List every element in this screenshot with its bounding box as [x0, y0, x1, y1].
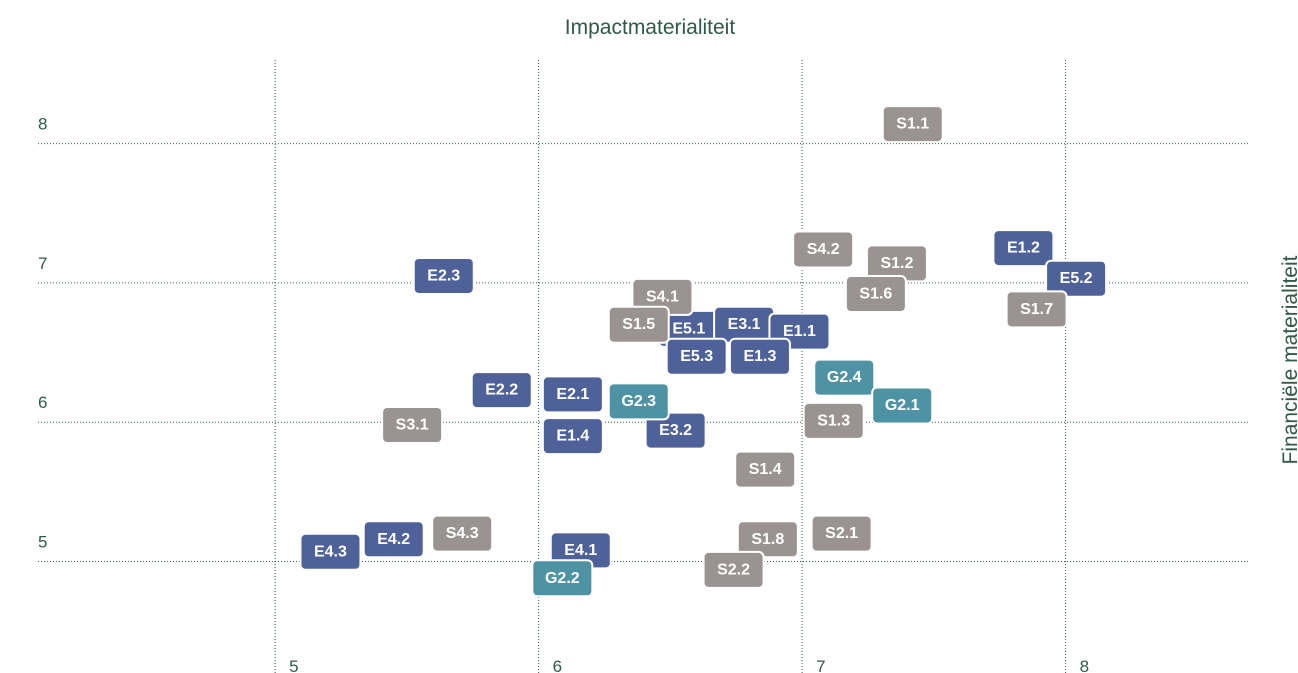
point-label: S4.3 [446, 525, 479, 542]
point-box [881, 105, 944, 144]
point-box [665, 337, 728, 376]
point-label: G2.4 [827, 369, 862, 386]
point-box [702, 550, 765, 589]
point-label: S2.1 [825, 525, 858, 542]
point-label: S1.8 [751, 531, 784, 548]
point: S1.4 [734, 450, 797, 489]
point-label: E5.2 [1060, 270, 1093, 287]
point-box [734, 450, 797, 489]
point-box [531, 559, 594, 598]
point-box [431, 514, 494, 553]
point: E2.1 [541, 375, 604, 414]
point: S1.5 [607, 305, 670, 344]
point-label: E2.3 [427, 267, 460, 284]
point: G2.1 [871, 386, 934, 425]
point: E1.2 [992, 229, 1055, 268]
point-label: S1.2 [880, 255, 913, 272]
x-tick-label: 5 [289, 657, 298, 673]
point-box [541, 417, 604, 456]
point-label: E1.4 [556, 428, 589, 445]
point-box [299, 532, 362, 571]
point: E3.2 [644, 411, 707, 450]
point-label: E3.2 [659, 422, 692, 439]
point-box [607, 382, 670, 421]
point-label: E1.3 [743, 348, 776, 365]
point-label: S1.5 [622, 316, 655, 333]
point-box [541, 375, 604, 414]
point: E1.4 [541, 417, 604, 456]
point-box [802, 401, 865, 440]
point: S1.3 [802, 401, 865, 440]
point: G2.4 [813, 358, 876, 397]
point: S2.2 [702, 550, 765, 589]
point-box [813, 358, 876, 397]
point: E2.3 [412, 256, 475, 295]
x-tick-label: 8 [1080, 657, 1089, 673]
point-label: S3.1 [396, 417, 429, 434]
point: G2.2 [531, 559, 594, 598]
y-tick-label: 8 [38, 115, 47, 134]
point-box [992, 229, 1055, 268]
point: E4.2 [362, 520, 425, 559]
point-box [844, 275, 907, 314]
point: G2.3 [607, 382, 670, 421]
point-label: E4.2 [377, 531, 410, 548]
point: S4.2 [792, 230, 855, 269]
point: S2.1 [810, 514, 873, 553]
point: S1.1 [881, 105, 944, 144]
x-axis-title: Impactmaterialiteit [565, 16, 736, 39]
point-box [736, 520, 799, 559]
point-box [362, 520, 425, 559]
point-label: G2.1 [885, 397, 920, 414]
point-label: E2.2 [485, 382, 518, 399]
point-label: E1.2 [1007, 240, 1040, 257]
point-label: E1.1 [783, 323, 816, 340]
point-box [728, 337, 791, 376]
point-label: E3.1 [728, 316, 761, 333]
point: E5.2 [1045, 259, 1108, 298]
point-label: E2.1 [556, 386, 589, 403]
x-tick-label: 6 [553, 657, 562, 673]
point-label: S1.3 [817, 412, 850, 429]
point: E5.3 [665, 337, 728, 376]
y-tick-label: 5 [38, 533, 47, 552]
point-label: S1.6 [859, 286, 892, 303]
point-label: G2.3 [621, 393, 656, 410]
y-axis-title: Financiële materialiteit [1279, 255, 1298, 464]
point-box [871, 386, 934, 425]
x-tick-label: 7 [816, 657, 825, 673]
point: E4.3 [299, 532, 362, 571]
point: S3.1 [381, 406, 444, 445]
point-label: S2.2 [717, 561, 750, 578]
point-label: E5.1 [672, 320, 705, 337]
point: E1.3 [728, 337, 791, 376]
point: S1.6 [844, 275, 907, 314]
point: E3.1 [713, 305, 776, 344]
point-box [1045, 259, 1108, 298]
y-tick-label: 6 [38, 393, 47, 412]
point-label: S1.7 [1020, 301, 1053, 318]
point-label: E5.3 [680, 348, 713, 365]
point-label: E4.1 [564, 542, 597, 559]
point-label: G2.2 [545, 570, 580, 587]
point-box [644, 411, 707, 450]
point-label: S1.1 [896, 116, 929, 133]
point-label: S4.2 [807, 241, 840, 258]
point-box [607, 305, 670, 344]
point-box [412, 256, 475, 295]
point-box [810, 514, 873, 553]
point-box [1005, 290, 1068, 329]
point-label: E4.3 [314, 543, 347, 560]
point: S1.7 [1005, 290, 1068, 329]
point: E2.2 [470, 371, 533, 410]
point-box [792, 230, 855, 269]
point-label: S4.1 [646, 288, 679, 305]
point-label: S1.4 [749, 461, 782, 478]
y-tick-label: 7 [38, 254, 47, 273]
point: S4.3 [431, 514, 494, 553]
point-box [470, 371, 533, 410]
point: S1.8 [736, 520, 799, 559]
point-box [381, 406, 444, 445]
